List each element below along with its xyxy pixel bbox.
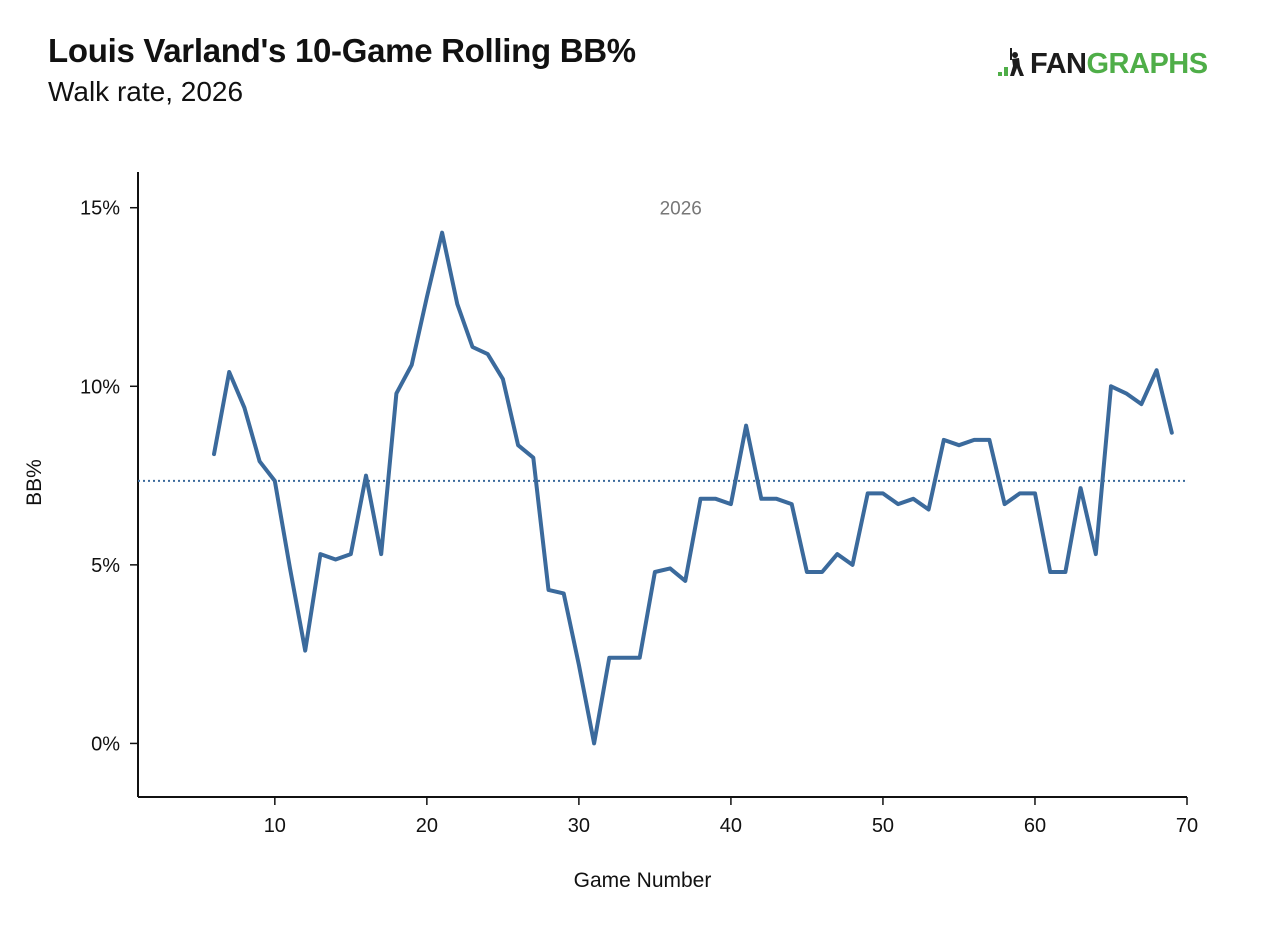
- x-tick-label: 20: [416, 815, 438, 837]
- chart-axes: [137, 172, 1187, 798]
- chart-ticks: 0% 5% 10% 15% 10 20 30 40 50 60 70: [80, 198, 1198, 837]
- y-tick-label: 10%: [80, 376, 120, 398]
- y-tick-label: 5%: [91, 555, 120, 577]
- logo-text-fan: FAN: [1030, 47, 1087, 80]
- x-tick-label: 40: [720, 815, 742, 837]
- chart-subtitle: Walk rate, 2026: [48, 76, 244, 107]
- x-tick-label: 50: [872, 815, 894, 837]
- x-tick-label: 70: [1176, 815, 1198, 837]
- x-tick-label: 60: [1024, 815, 1046, 837]
- batter-silhouette-icon: [998, 48, 1024, 76]
- x-tick-label: 10: [264, 815, 286, 837]
- chart-title: Louis Varland's 10-Game Rolling BB%: [48, 32, 636, 69]
- y-tick-label: 15%: [80, 198, 120, 220]
- fangraphs-logo: FANGRAPHS: [996, 46, 1208, 82]
- x-axis-label: Game Number: [574, 869, 712, 892]
- data-points: [212, 231, 1174, 746]
- logo-text-graphs: GRAPHS: [1086, 47, 1209, 80]
- logo-wordmark: FANGRAPHS: [1030, 48, 1208, 81]
- y-tick-label: 0%: [91, 733, 120, 755]
- year-annotation: 2026: [660, 199, 702, 220]
- x-tick-label: 30: [568, 815, 590, 837]
- y-axis-label: BB%: [23, 459, 46, 506]
- series-line: [212, 230, 1174, 746]
